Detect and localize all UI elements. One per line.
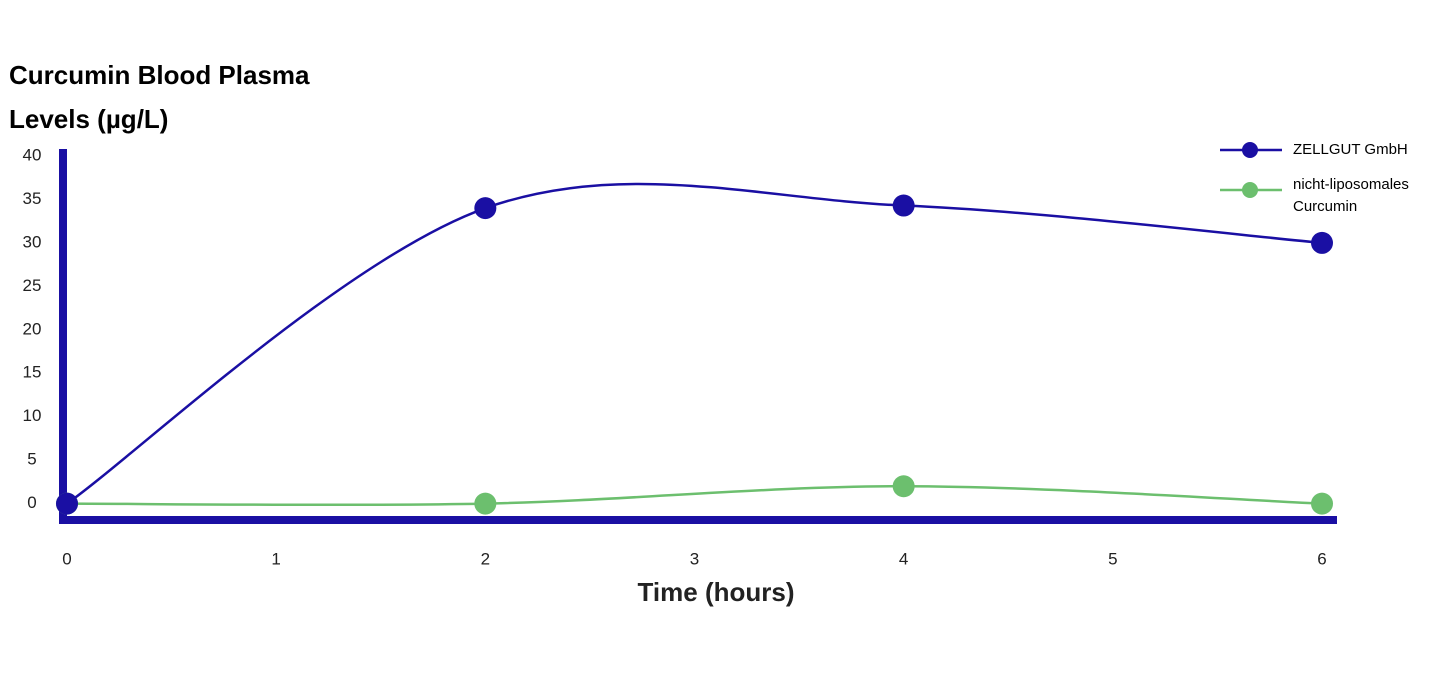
- y-tick-label: 0: [27, 493, 36, 512]
- y-tick-label: 25: [23, 276, 42, 295]
- x-tick-label: 6: [1317, 549, 1326, 568]
- x-tick-label: 5: [1108, 549, 1117, 568]
- x-tick-label: 2: [481, 549, 490, 568]
- x-tick-label: 0: [62, 549, 71, 568]
- x-tick-label: 4: [899, 549, 908, 568]
- point: [474, 492, 497, 515]
- legend-marker: [1242, 182, 1258, 198]
- series-line: [66, 182, 1323, 505]
- point: [474, 197, 497, 220]
- point: [1311, 492, 1333, 515]
- y-tick-label: 35: [23, 189, 42, 208]
- legend-marker: [1242, 142, 1258, 158]
- legend-label: ZELLGUT GmbH: [1293, 141, 1408, 158]
- x-tick-label: 1: [271, 549, 280, 568]
- y-tick-label: 20: [23, 319, 42, 338]
- y-tick-label: 40: [23, 145, 42, 164]
- point: [892, 475, 915, 498]
- point: [56, 492, 78, 515]
- x-axis-title: Time (hours): [638, 577, 795, 607]
- legend-label: nicht-liposomales Curcumin: [1293, 176, 1409, 215]
- point: [892, 194, 915, 217]
- chart-title: Curcumin Blood Plasma Levels (µg/L): [9, 60, 310, 134]
- series-line: [66, 484, 1323, 507]
- y-tick-label: 15: [23, 363, 42, 382]
- x-tick-label: 3: [690, 549, 699, 568]
- y-tick-label: 10: [23, 406, 42, 425]
- point: [1311, 231, 1333, 254]
- y-tick-label: 30: [23, 232, 42, 251]
- y-tick-label: 5: [27, 450, 36, 469]
